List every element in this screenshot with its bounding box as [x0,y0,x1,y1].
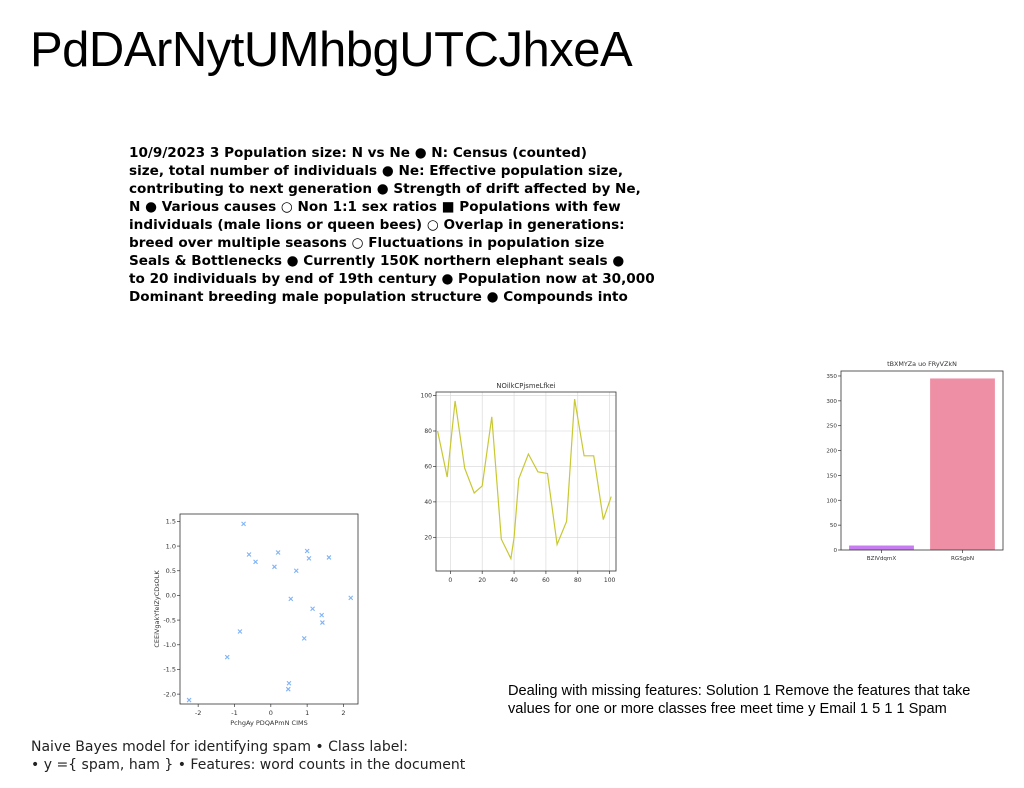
x-tick-label: 2 [341,709,345,717]
y-tick-label: 200 [826,449,837,455]
y-tick-label: -1.0 [163,641,176,649]
notes-line: size, total number of individuals ● Ne: … [129,163,624,179]
scatter-point [246,552,252,557]
y-tick-label: 1.0 [166,542,176,550]
notes-line: breed over multiple seasons ○ Fluctuatio… [129,235,605,251]
notes-line: Seals & Bottlenecks ● Currently 150K nor… [129,253,625,269]
x-tick-label: 80 [574,577,582,584]
notes-line: N ● Various causes ○ Non 1:1 sex ratios … [129,199,621,215]
y-tick-label: 1.5 [166,518,176,526]
chart-title: NOilkCPjsmeLfkei [496,382,555,390]
scatter-point [275,550,281,555]
slide-title: PdDArNytUMhbgUTCJhxeA [30,23,633,77]
bar-chart-svg: 0 50 100 150 200 250 300 350 BZlVdqmX RGSgbN tBXMY… [826,360,1004,562]
y-tick-label: 300 [826,399,837,405]
scatter-point [293,568,299,574]
naive-bayes-line: Naive Bayes model for identifying spam •… [31,739,408,755]
scatter-point [186,697,192,703]
naive-bayes-line: • y ={ spam, ham } • Features: word coun… [31,757,466,773]
y-tick-label: 60 [424,463,432,470]
x-tick-label: 20 [478,577,486,584]
y-tick-label: -1.5 [163,666,176,674]
missing-features-line: Dealing with missing features: Solution … [508,683,971,699]
plot-frame [435,391,617,572]
series-line [437,399,612,561]
bar [849,545,914,550]
notes-line: individuals (male lions or queen bees) ○… [129,217,625,233]
y-tick-label: 250 [826,424,837,430]
scatter-chart: -2 -1 0 1 2 -2.0 -1.5 -1.0 -0.5 0.0 0.5 1.0 1.5 PchgA… [150,508,362,730]
line-chart: 0 20 40 60 80 100 20 40 60 80 100 NOilkCPjsmeLfkei [418,378,620,586]
x-tick-label: -1 [231,709,237,717]
scatter-point [241,521,246,527]
naive-bayes-text: Naive Bayes model for identifying spam •… [31,738,501,774]
notes-line: Dominant breeding male population struct… [129,289,628,305]
y-tick-label: 40 [424,499,432,506]
x-tick-label: 0 [269,709,273,717]
y-tick-label: 350 [826,374,837,380]
scatter-point [288,596,294,602]
scatter-chart-svg: -2 -1 0 1 2 -2.0 -1.5 -1.0 -0.5 0.0 0.5 1.0 1.5 PchgA… [153,513,359,727]
y-axis-label: CEEiVgakYfeIZyCDsOLK [153,570,161,648]
y-tick-label: 50 [830,523,838,529]
bar [930,378,995,550]
notes-line: contributing to next generation ● Streng… [129,181,641,197]
chart-title: tBXMYZa uo FRyVZkN [887,360,957,368]
bar-chart: 0 50 100 150 200 250 300 350 BZlVdqmX RGSgbN tBXMY… [810,356,1010,564]
y-tick-label: 80 [424,428,432,435]
scatter-point [348,595,354,601]
plot-frame [840,370,1004,551]
scatter-point [320,620,325,625]
notes-line: 10/9/2023 3 Population size: N vs Ne ● N… [129,145,587,161]
x-tick-label: 60 [542,577,550,584]
scatter-point [319,612,325,618]
notes-line: to 20 individuals by end of 19th century… [129,271,655,287]
x-tick-label: 0 [448,577,452,584]
y-tick-label: -2.0 [163,690,176,698]
scatter-point [301,635,307,641]
x-tick-label: BZlVdqmX [867,556,897,562]
population-notes: 10/9/2023 3 Population size: N vs Ne ● N… [129,144,709,306]
scatter-point [286,680,292,686]
y-tick-label: 0.5 [166,567,176,575]
y-tick-label: 0 [833,548,837,554]
x-tick-label: 40 [510,577,518,584]
x-tick-label: 100 [604,577,616,584]
x-tick-label: RGSgbN [951,556,974,562]
y-tick-label: -0.5 [163,616,176,624]
y-tick-label: 150 [826,473,837,479]
scatter-point [237,629,243,634]
y-tick-label: 20 [424,534,432,541]
scatter-point [326,555,332,560]
x-tick-label: -2 [195,709,201,717]
plot-frame [179,513,359,705]
missing-features-text: Dealing with missing features: Solution … [508,682,1020,718]
scatter-point [304,548,310,554]
scatter-point [306,556,312,561]
scatter-point [285,686,291,692]
scatter-point [253,559,258,565]
scatter-point [272,564,277,570]
y-tick-label: 100 [421,393,433,400]
line-chart-svg: 0 20 40 60 80 100 20 40 60 80 100 NOilkCPjsmeLfkei [421,382,617,584]
missing-features-line: values for one or more classes free meet… [508,701,947,717]
x-tick-label: 1 [305,709,309,717]
x-axis-label: PchgAy PDQAPmN CIMS [230,719,308,727]
scatter-point [224,654,230,660]
scatter-point [310,606,315,612]
y-tick-label: 100 [826,498,837,504]
y-tick-label: 0.0 [166,592,176,600]
